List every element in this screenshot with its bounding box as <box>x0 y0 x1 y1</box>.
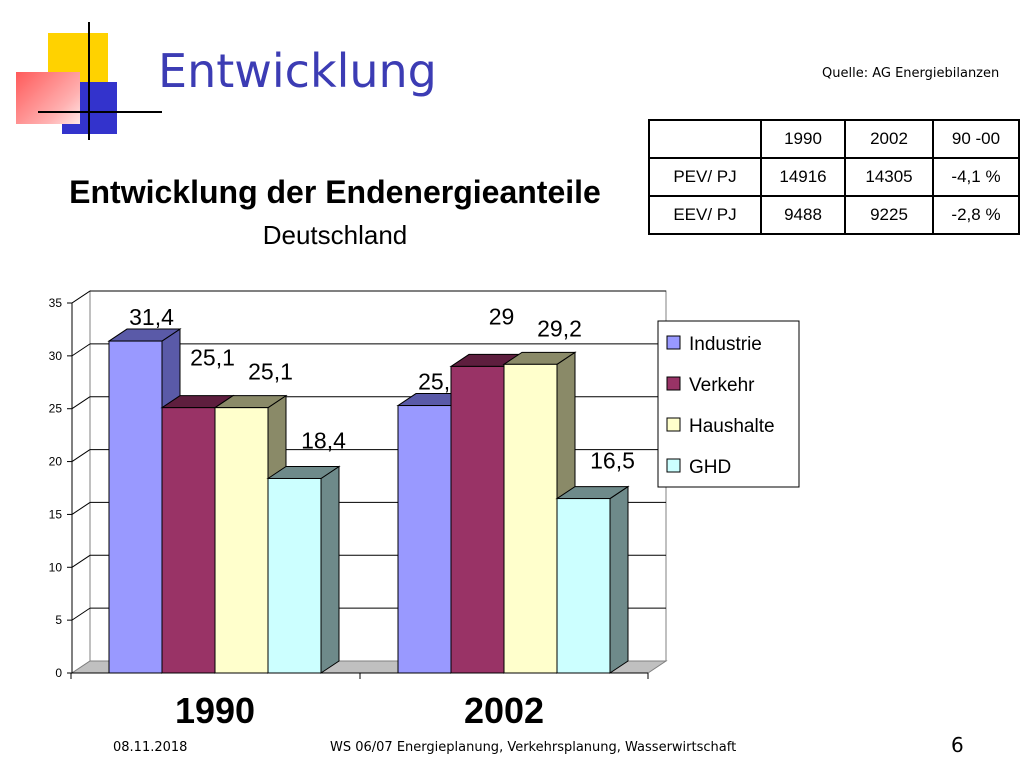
data-label: 29,2 <box>537 315 582 341</box>
y-tick-label: 20 <box>49 455 63 469</box>
bar <box>161 407 216 674</box>
data-label: 29 <box>489 303 515 329</box>
y-tick-label: 0 <box>55 666 62 680</box>
gridline-side <box>71 554 91 568</box>
chart-title: Entwicklung der Endenergieanteile <box>69 174 601 210</box>
legend-label: Industrie <box>689 334 762 355</box>
page-number: 6 <box>951 733 964 757</box>
bar-side <box>609 485 629 674</box>
y-tick-label: 35 <box>49 296 63 310</box>
table-cell: -2,8 % <box>932 195 1020 235</box>
gridline-side <box>71 396 91 410</box>
y-tick-label: 10 <box>49 560 63 574</box>
bar <box>214 407 269 674</box>
gridline-side <box>71 449 91 462</box>
footer-date: 08.11.2018 <box>113 740 188 755</box>
legend-swatch <box>666 458 681 473</box>
table-cell: 9225 <box>844 195 934 235</box>
bar <box>397 405 452 674</box>
data-label: 25,1 <box>190 345 235 371</box>
y-tick-label: 30 <box>49 349 63 363</box>
decorative-red-square <box>16 72 80 124</box>
gridline-side <box>71 502 91 515</box>
x-category-label: 1990 <box>175 690 255 731</box>
bar <box>267 477 322 674</box>
gridline-side <box>71 343 91 357</box>
table-header-cell: 90 -00 <box>932 119 1020 159</box>
legend-label: Verkehr <box>689 375 755 396</box>
footer-course: WS 06/07 Energieplanung, Verkehrsplanung… <box>330 740 737 755</box>
table-header-row: 1990 2002 90 -00 <box>648 119 1020 159</box>
energy-table: 1990 2002 90 -00 PEV/ PJ 14916 14305 -4,… <box>648 119 1020 235</box>
table-cell: PEV/ PJ <box>648 157 762 197</box>
table-cell: 14305 <box>844 157 934 197</box>
bar <box>450 365 505 674</box>
bar-side <box>320 465 340 674</box>
data-label: 18,4 <box>301 427 346 453</box>
legend-swatch <box>666 335 681 350</box>
table-cell: 14916 <box>760 157 846 197</box>
legend-label: Haushalte <box>689 416 775 437</box>
gridline-side <box>71 290 91 304</box>
legend-label: GHD <box>689 457 731 478</box>
table-header-cell <box>648 119 762 159</box>
table-cell: 9488 <box>760 195 846 235</box>
bar <box>503 363 558 674</box>
table-cell: -4,1 % <box>932 157 1020 197</box>
decorative-horizontal-line <box>38 111 162 113</box>
bar <box>108 340 163 674</box>
y-tick-label: 25 <box>49 402 63 416</box>
data-label: 25,1 <box>248 359 293 385</box>
y-tick-label: 5 <box>55 613 62 627</box>
table-row: PEV/ PJ 14916 14305 -4,1 % <box>648 157 1020 197</box>
table-cell: EEV/ PJ <box>648 195 762 235</box>
x-category-label: 2002 <box>464 690 544 731</box>
chart-subtitle: Deutschland <box>262 220 408 250</box>
legend <box>657 320 800 488</box>
table-header-cell: 2002 <box>844 119 934 159</box>
side-wall <box>71 290 91 674</box>
gridline-side <box>71 607 91 621</box>
table-header-cell: 1990 <box>760 119 846 159</box>
legend-swatch <box>666 417 681 432</box>
table-row: EEV/ PJ 9488 9225 -2,8 % <box>648 195 1020 235</box>
y-tick-label: 15 <box>49 507 63 521</box>
source-note: Quelle: AG Energiebilanzen <box>822 66 1000 81</box>
data-label: 16,5 <box>590 448 635 474</box>
decorative-vertical-line <box>88 22 90 140</box>
legend-swatch <box>666 376 681 391</box>
data-label: 31,4 <box>129 304 174 330</box>
bar <box>556 498 611 674</box>
slide-title: Entwicklung <box>158 44 437 98</box>
